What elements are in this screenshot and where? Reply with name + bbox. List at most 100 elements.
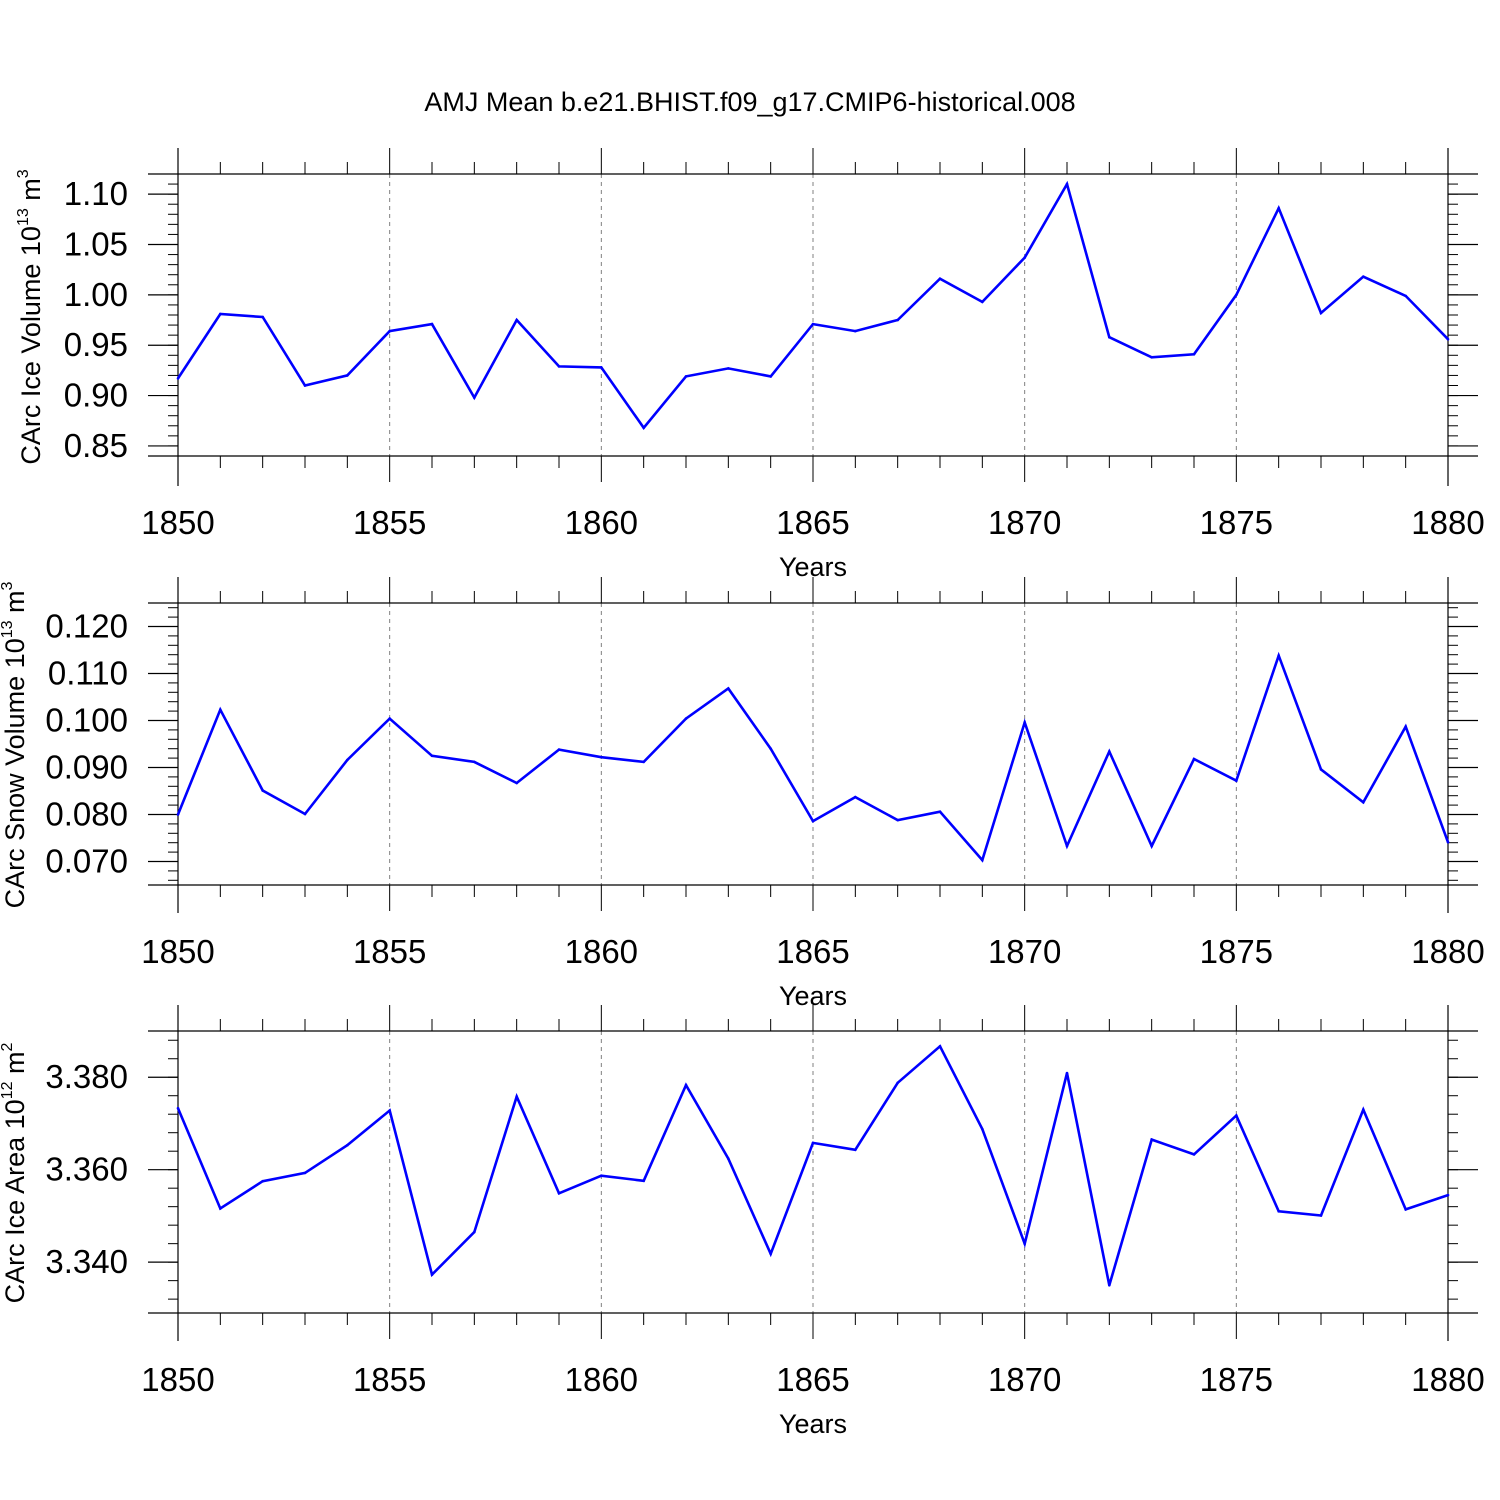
x-tick-label: 1870: [988, 1361, 1061, 1398]
data-point: [1319, 311, 1323, 315]
data-point: [811, 819, 815, 823]
data-point: [769, 747, 772, 750]
y-axis-label: CArc Snow Volume 1013 m3: [0, 581, 30, 908]
data-point: [727, 1157, 730, 1160]
y-tick-label: 0.95: [64, 326, 128, 363]
y-tick-label: 0.110: [48, 655, 128, 692]
x-tick-label: 1880: [1411, 504, 1484, 541]
data-point: [1108, 750, 1111, 753]
data-point: [430, 322, 434, 326]
data-point: [388, 717, 392, 720]
data-point: [303, 1171, 307, 1175]
data-point: [430, 1273, 434, 1276]
x-tick-label: 1850: [141, 504, 214, 541]
data-point: [1065, 182, 1069, 186]
data-point: [388, 329, 392, 333]
x-tick-label: 1865: [776, 504, 849, 541]
x-tick-label: 1850: [141, 1361, 214, 1398]
x-tick-label: 1880: [1411, 1361, 1484, 1398]
data-point: [1404, 1208, 1407, 1211]
y-tick-label: 3.340: [45, 1243, 128, 1280]
data-point: [1404, 725, 1407, 728]
x-tick-label: 1880: [1411, 933, 1484, 970]
data-point: [1065, 844, 1069, 848]
data-point: [430, 754, 434, 758]
x-tick-label: 1855: [353, 933, 426, 970]
panels: 0.85 0.90 0.95 1.00 1.05 1.10 1850 1855 1860 1865…: [0, 148, 1485, 1439]
y-tick-label: 0.070: [45, 843, 128, 880]
data-point: [1023, 1242, 1026, 1245]
data-point: [600, 755, 603, 759]
figure-title: AMJ Mean b.e21.BHIST.f09_g17.CMIP6-histo…: [424, 87, 1075, 117]
data-point: [1277, 1210, 1280, 1213]
data-point: [303, 812, 307, 816]
data-point: [473, 396, 476, 399]
data-point: [515, 781, 518, 785]
data-point: [1235, 293, 1238, 297]
data-point: [1108, 1284, 1111, 1287]
data-point: [600, 1174, 603, 1177]
data-point: [1108, 335, 1111, 339]
data-point: [1446, 337, 1450, 341]
data-point: [1277, 206, 1280, 210]
data-point: [1065, 1071, 1069, 1075]
x-tick-label: 1870: [988, 933, 1061, 970]
data-point: [769, 375, 772, 378]
data-point: [938, 810, 942, 813]
data-point: [684, 1083, 688, 1087]
data-point: [176, 1106, 180, 1110]
data-point: [346, 374, 349, 377]
data-point: [854, 329, 857, 333]
data-point: [473, 760, 476, 764]
data-point: [981, 300, 984, 304]
data-point: [811, 322, 815, 326]
data-point: [515, 1095, 518, 1098]
data-point: [557, 1192, 561, 1195]
data-point: [176, 813, 180, 816]
data-point: [1023, 256, 1026, 259]
data-point: [1446, 1193, 1450, 1197]
data-point: [600, 366, 603, 369]
data-point: [557, 748, 561, 751]
data-point: [1150, 844, 1153, 848]
data-point: [1023, 721, 1026, 724]
data-point: [727, 367, 730, 370]
data-point: [557, 365, 561, 368]
data-point: [896, 318, 899, 322]
data-point: [1362, 275, 1365, 279]
y-tick-label: 1.00: [64, 276, 128, 313]
x-tick-label: 1865: [776, 933, 849, 970]
y-tick-label: 3.360: [45, 1151, 128, 1188]
data-point: [1446, 840, 1450, 844]
data-point: [642, 1179, 645, 1183]
x-tick-label: 1855: [353, 504, 426, 541]
data-point: [261, 789, 265, 792]
data-point: [938, 1045, 942, 1048]
data-point: [1192, 1153, 1196, 1156]
panel-3: 3.340 3.360 3.380 1850 1855 1860 1865 1870 1875 1…: [0, 1005, 1485, 1439]
y-tick-label: 0.080: [45, 796, 128, 833]
data-point: [1192, 353, 1196, 356]
data-point: [769, 1252, 772, 1256]
x-tick-label: 1860: [565, 933, 638, 970]
x-tick-label: 1870: [988, 504, 1061, 541]
data-point: [1277, 654, 1280, 657]
data-point: [1319, 768, 1323, 771]
data-point: [642, 426, 645, 430]
data-point: [981, 858, 984, 862]
data-point: [1235, 1114, 1238, 1117]
data-point: [1150, 356, 1153, 359]
data-point: [219, 1207, 222, 1210]
panel-2: 0.070 0.080 0.090 0.100 0.110 0.120 1850 1855 18…: [0, 577, 1485, 1011]
data-point: [981, 1127, 984, 1131]
data-point: [896, 1081, 899, 1085]
data-point: [515, 318, 518, 322]
data-point: [854, 1148, 857, 1152]
x-tick-label: 1850: [141, 933, 214, 970]
y-tick-label: 3.380: [45, 1058, 128, 1095]
data-point: [261, 1179, 265, 1183]
y-tick-label: 0.85: [64, 427, 128, 464]
data-point: [219, 708, 222, 711]
x-tick-label: 1875: [1200, 504, 1273, 541]
